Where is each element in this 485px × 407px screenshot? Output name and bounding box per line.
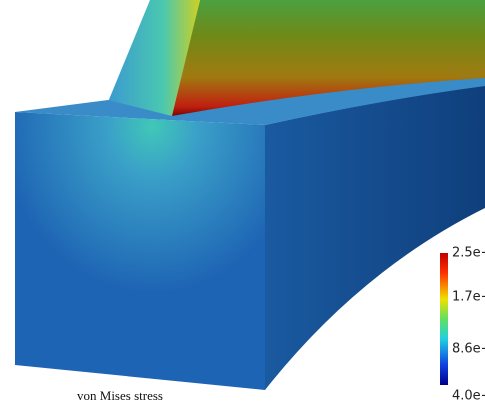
front-face xyxy=(15,112,265,390)
colorbar-label: 8.6e+06 xyxy=(452,342,485,357)
colorbar-title: von Mises stress xyxy=(77,388,163,403)
colorbar-label: 4.0e+05 xyxy=(452,389,485,404)
render-view: 2.5e+07 1.7e+07 8.6e+06 4.0e+05 von Mise… xyxy=(0,0,485,407)
page: 2.5e+07 1.7e+07 8.6e+06 4.0e+05 von Mise… xyxy=(0,0,485,407)
colorbar-label: 2.5e+07 xyxy=(452,246,485,261)
colorbar-label: 1.7e+07 xyxy=(452,290,485,305)
colorbar xyxy=(440,253,448,385)
